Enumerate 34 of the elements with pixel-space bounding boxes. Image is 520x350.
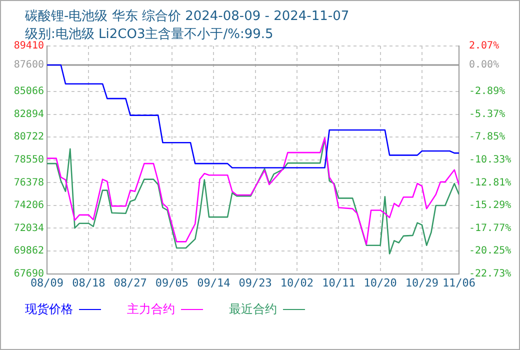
y-tick-label: 85066 bbox=[14, 86, 44, 98]
y2-tick-label: 2.07% bbox=[469, 40, 500, 52]
y2-tick-label: -5.37% bbox=[469, 108, 506, 120]
x-tick-label: 10/11 bbox=[322, 276, 356, 290]
y2-tick-label: -15.29% bbox=[469, 200, 512, 212]
y-tick-label: 72034 bbox=[14, 222, 44, 234]
x-tick-label: 10/29 bbox=[405, 276, 439, 290]
chart-title: 碳酸锂-电池级 华东 综合价 2024-08-09 - 2024-11-07 bbox=[25, 8, 350, 25]
y-tick-label: 76378 bbox=[14, 177, 44, 188]
y-tick-label: 87600 bbox=[14, 60, 44, 71]
x-tick-label: 09/23 bbox=[238, 276, 272, 290]
y-tick-label: 69862 bbox=[14, 246, 44, 257]
y-tick-label: 78550 bbox=[14, 154, 44, 166]
x-tick-label: 10/20 bbox=[364, 276, 397, 290]
x-tick-label: 09/05 bbox=[155, 276, 189, 290]
y-tick-label: 89410 bbox=[14, 40, 44, 52]
chart-subtitle: 级别:电池级 Li2CO3主含量不小于/%:99.5 bbox=[25, 26, 274, 42]
y-tick-label: 82894 bbox=[14, 108, 44, 120]
y2-tick-label: -17.77% bbox=[469, 222, 512, 234]
y2-tick-label: -20.25% bbox=[469, 246, 512, 257]
y2-tick-label: -2.89% bbox=[469, 86, 506, 98]
legend-label: 主力合约 bbox=[127, 301, 176, 318]
x-tick-label: 10/02 bbox=[280, 276, 314, 290]
x-tick-label: 08/18 bbox=[72, 276, 106, 290]
y-tick-label: 80722 bbox=[14, 132, 44, 143]
x-tick-label: 09/14 bbox=[197, 276, 231, 290]
y2-tick-label: 0.00% bbox=[469, 60, 500, 71]
y2-tick-label: -7.85% bbox=[469, 132, 506, 143]
x-tick-label: 08/27 bbox=[114, 276, 147, 290]
y2-tick-label: -10.33% bbox=[469, 154, 512, 166]
legend-label: 最近合约 bbox=[229, 301, 278, 318]
y-tick-label: 74206 bbox=[14, 200, 44, 212]
y2-tick-label: -12.81% bbox=[469, 177, 512, 188]
legend-label: 现货价格 bbox=[25, 301, 74, 318]
